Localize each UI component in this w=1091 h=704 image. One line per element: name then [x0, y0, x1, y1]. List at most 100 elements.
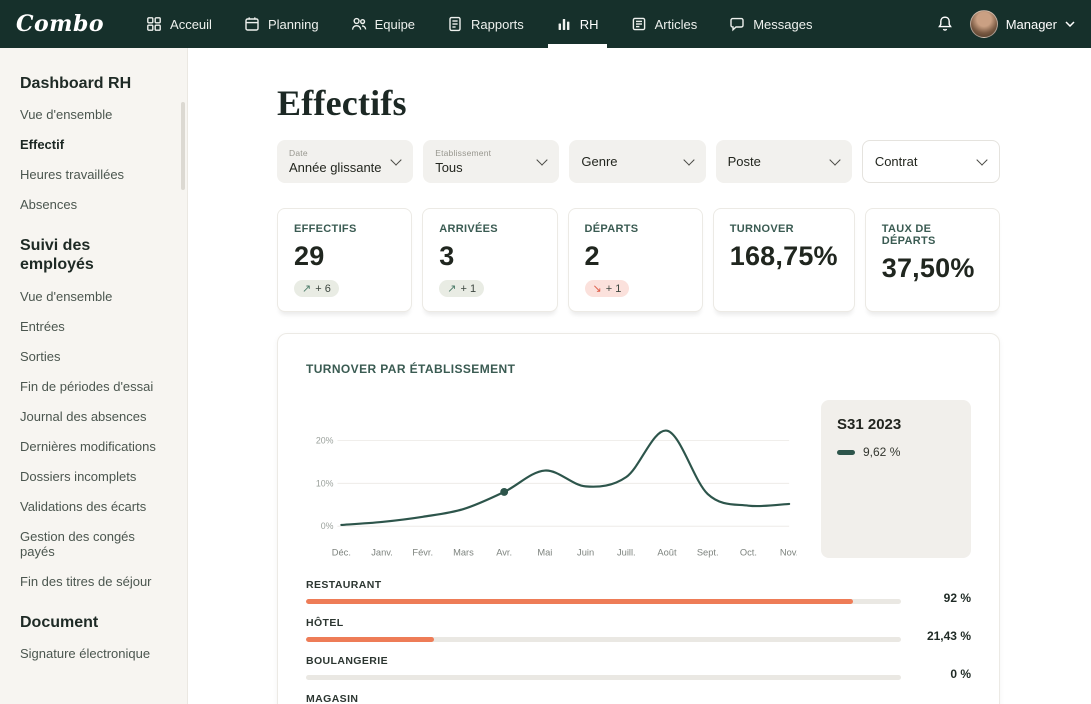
tooltip-title: S31 2023: [837, 416, 902, 433]
bar-value: 92 %: [943, 591, 971, 605]
sidebar-item-effectif[interactable]: Effectif: [20, 137, 65, 153]
kpi-label: DÉPARTS: [584, 223, 639, 235]
sidebar-item-dossiers-incomplets[interactable]: Dossiers incomplets: [20, 468, 137, 484]
bar-label: MAGASIN: [306, 693, 359, 704]
bar-row-hotel: HÔTEL 21,43 %: [306, 617, 971, 642]
filter-etablissement[interactable]: Etablissement Tous: [423, 140, 560, 183]
sidebar-scrollbar[interactable]: [181, 102, 185, 190]
sidebar-section-dashboard-rh: Dashboard RH Vue d'ensemble Effectif Heu…: [20, 74, 159, 212]
notifications-bell-icon[interactable]: [936, 15, 954, 33]
nav-item-rapports[interactable]: Rapports: [433, 0, 538, 48]
sidebar-item-absences[interactable]: Absences: [20, 197, 78, 213]
sidebar-section-title: Document: [20, 613, 99, 631]
filter-date[interactable]: Date Année glissante: [277, 140, 414, 183]
filter-bar: Date Année glissante Etablissement Tous …: [277, 140, 1001, 183]
sidebar-item-signature-electronique[interactable]: Signature électronique: [20, 645, 151, 661]
sidebar-item-heures-travaillees[interactable]: Heures travaillées: [20, 167, 125, 183]
svg-text:Mars: Mars: [453, 548, 474, 558]
nav-item-label: Equipe: [374, 16, 416, 32]
svg-text:Oct.: Oct.: [740, 548, 757, 558]
user-menu[interactable]: Manager: [969, 10, 1075, 38]
filter-value: Année glissante: [289, 160, 382, 175]
svg-text:Avr.: Avr.: [496, 548, 512, 558]
filter-contrat[interactable]: Contrat: [861, 140, 1001, 183]
kpi-label: EFFECTIFS: [294, 223, 357, 235]
chevron-down-icon: [682, 153, 695, 166]
svg-text:Févr.: Févr.: [412, 548, 433, 558]
filter-value: Tous: [435, 160, 463, 175]
kpi-card-turnover: TURNOVER 168,75%: [712, 208, 855, 312]
sidebar-item-sorties[interactable]: Sorties: [20, 348, 61, 364]
kpi-card-taux-departs: TAUX DE DÉPARTS 37,50%: [864, 208, 1000, 312]
bar-track: [306, 599, 901, 604]
chevron-down-icon: [536, 153, 549, 166]
bar-track: [306, 637, 901, 642]
sidebar-item-vue-densemble[interactable]: Vue d'ensemble: [20, 107, 113, 123]
kpi-cards: EFFECTIFS 29 ↗ + 6 ARRIVÉES 3 ↗ + 1: [277, 208, 1000, 312]
trend-up-icon: ↗: [447, 283, 457, 295]
svg-text:Sept.: Sept.: [697, 548, 719, 558]
chart-title: TURNOVER PAR ÉTABLISSEMENT: [306, 362, 516, 376]
filter-genre[interactable]: Genre: [569, 140, 706, 183]
bar-chart-icon: [556, 16, 572, 32]
kpi-card-departs: DÉPARTS 2 ↘ + 1: [567, 208, 703, 312]
page-title: Effectifs: [277, 83, 407, 123]
chevron-down-icon: [976, 153, 988, 166]
bar-label: BOULANGERIE: [306, 655, 388, 667]
svg-text:Juin: Juin: [577, 548, 594, 558]
sidebar: Dashboard RH Vue d'ensemble Effectif Heu…: [0, 48, 188, 704]
nav-item-acceuil[interactable]: Acceuil: [132, 0, 226, 48]
turnover-chart-card: TURNOVER PAR ÉTABLISSEMENT 0% 10% 20% Déc. J…: [277, 333, 1000, 704]
chevron-down-icon: [829, 153, 841, 166]
svg-text:Juill.: Juill.: [617, 548, 636, 558]
filter-value: Poste: [727, 154, 761, 169]
kpi-card-arrivees: ARRIVÉES 3 ↗ + 1: [422, 208, 558, 312]
trend-badge: ↘ + 1: [584, 280, 630, 297]
kpi-value: 29: [294, 241, 325, 271]
navbar-right: Manager: [936, 0, 1075, 48]
app-logo[interactable]: Combo: [16, 11, 105, 37]
trend-value: + 1: [605, 282, 622, 295]
sidebar-item-journal-absences[interactable]: Journal des absences: [20, 408, 147, 424]
svg-text:Déc.: Déc.: [332, 548, 351, 558]
trend-badge: ↗ + 1: [439, 280, 485, 297]
nav-item-equipe[interactable]: Equipe: [337, 0, 429, 48]
bar-fill: [306, 637, 434, 642]
filter-label: Date: [289, 148, 308, 158]
nav-item-articles[interactable]: Articles: [617, 0, 712, 48]
nav-item-label: Rapports: [471, 16, 524, 32]
series-swatch: [837, 449, 855, 455]
chat-icon: [729, 16, 745, 32]
tooltip-value: 9,62 %: [863, 445, 901, 459]
avatar: [969, 10, 998, 38]
nav-item-label: Planning: [267, 16, 319, 32]
nav-item-planning[interactable]: Planning: [230, 0, 333, 48]
bar-fill: [306, 599, 854, 604]
sidebar-item-validations-ecarts[interactable]: Validations des écarts: [20, 498, 147, 514]
filter-label: Etablissement: [435, 148, 492, 158]
bar-value: 0 %: [950, 667, 971, 681]
sidebar-item-gestion-conges-payes[interactable]: Gestion des congés payés: [20, 528, 135, 559]
sidebar-item-dernieres-modifications[interactable]: Dernières modifications: [20, 438, 156, 454]
svg-text:Janv.: Janv.: [371, 548, 393, 558]
sidebar-item-entrees[interactable]: Entrées: [20, 318, 65, 334]
kpi-value: 2: [584, 241, 600, 271]
line-chart-area: 0% 10% 20% Déc. Janv. Févr. Mars Avr. Mai Juin Jui…: [306, 400, 797, 565]
sidebar-item-fin-titres-sejour[interactable]: Fin des titres de séjour: [20, 573, 152, 589]
trend-up-icon: ↗: [302, 283, 312, 295]
bar-value: 21,43 %: [926, 629, 971, 643]
kpi-label: TAUX DE DÉPARTS: [881, 223, 936, 247]
filter-poste[interactable]: Poste: [715, 140, 852, 183]
top-navbar: Combo Acceuil Planning Equipe: [0, 0, 1091, 48]
sidebar-item-vue-densemble-suivi[interactable]: Vue d'ensemble: [20, 288, 113, 304]
establishment-bars: RESTAURANT 92 % HÔTEL 21,43 %: [306, 579, 971, 704]
nav-item-rh[interactable]: RH: [542, 0, 613, 48]
bar-label: HÔTEL: [306, 617, 344, 629]
report-icon: [447, 16, 463, 32]
calendar-icon: [244, 16, 260, 32]
sidebar-item-fin-periodes-essai[interactable]: Fin de périodes d'essai: [20, 378, 154, 394]
bar-row-boulangerie: BOULANGERIE 0 %: [306, 655, 971, 680]
sidebar-section-title: Suivi des employés: [20, 237, 94, 274]
nav-item-messages[interactable]: Messages: [715, 0, 826, 48]
